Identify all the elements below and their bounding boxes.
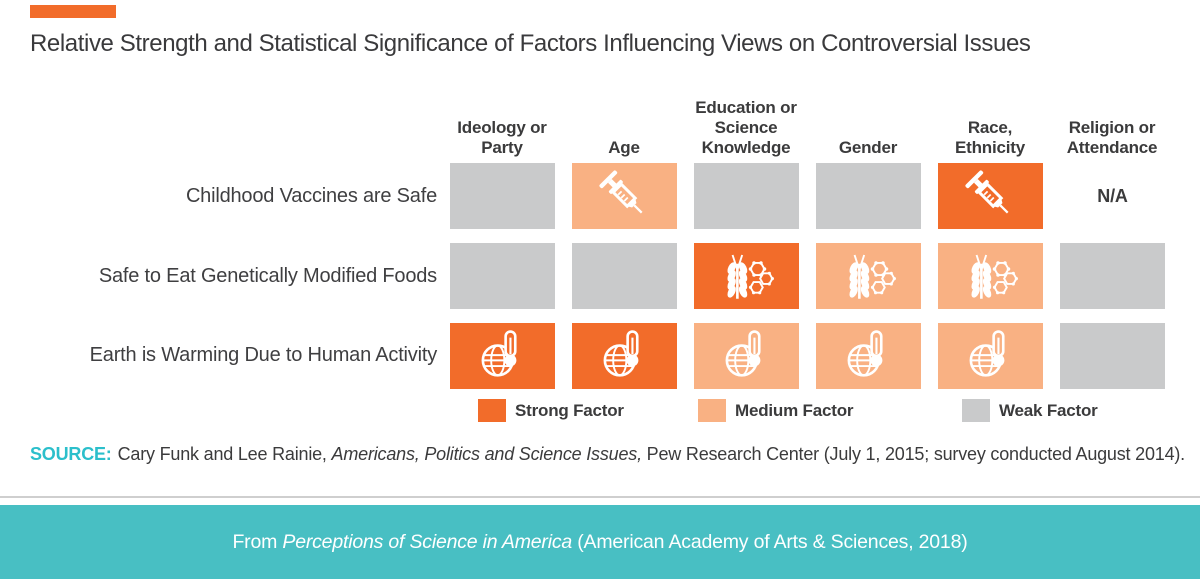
matrix-cell (816, 243, 921, 309)
matrix-cell (694, 323, 799, 389)
wheat-molecule-icon (841, 248, 897, 304)
legend-label: Medium Factor (735, 401, 854, 420)
legend-swatch-weak (962, 399, 990, 422)
matrix-grid: N/A (450, 163, 1165, 389)
source-text-end: Pew Research Center (July 1, 2015; surve… (641, 444, 1186, 464)
column-header-race: Race, Ethnicity (955, 118, 1025, 157)
matrix-cell (816, 323, 921, 389)
matrix-cell (1060, 243, 1165, 309)
matrix-cell (694, 243, 799, 309)
legend-item-weak: Weak Factor (962, 399, 1098, 422)
column-header-ideology: Ideology or Party (457, 118, 547, 157)
legend-swatch-strong (478, 399, 506, 422)
globe-thermometer-icon (963, 328, 1019, 384)
column-header-gender: Gender (838, 138, 898, 157)
footer-bar: From Perceptions of Science in America (… (0, 505, 1200, 579)
wheat-molecule-icon (963, 248, 1019, 304)
footer-text-end: (American Academy of Arts & Sciences, 20… (572, 530, 968, 553)
source-label: SOURCE: (30, 444, 112, 464)
column-header-religion: Religion or Attendance (1066, 118, 1158, 157)
syringe-icon (963, 168, 1019, 224)
column-header-education: Education or Science Knowledge (695, 98, 797, 157)
footer-text-start: From (232, 530, 283, 553)
legend-item-medium: Medium Factor (698, 399, 854, 422)
matrix-cell (450, 163, 555, 229)
globe-thermometer-icon (475, 328, 531, 384)
matrix-cell (938, 243, 1043, 309)
legend-item-strong: Strong Factor (478, 399, 624, 422)
matrix-cell (572, 243, 677, 309)
syringe-icon (597, 168, 653, 224)
source-text: Cary Funk and Lee Rainie, (117, 444, 332, 464)
matrix-cell (938, 163, 1043, 229)
legend-swatch-medium (698, 399, 726, 422)
footer-italic: Perceptions of Science in America (282, 530, 573, 553)
matrix-cell (1060, 323, 1165, 389)
row-label-warming: Earth is Warming Due to Human Activity (89, 344, 438, 366)
matrix-cell (938, 323, 1043, 389)
matrix-cell (694, 163, 799, 229)
matrix-cell (572, 323, 677, 389)
row-label-vaccines: Childhood Vaccines are Safe (185, 185, 437, 207)
matrix-cell (816, 163, 921, 229)
footer-text: From Perceptions of Science in America (… (232, 531, 967, 554)
wheat-molecule-icon (719, 248, 775, 304)
matrix-cell (450, 323, 555, 389)
source-line: SOURCE: Cary Funk and Lee Rainie, America… (30, 444, 1185, 465)
globe-thermometer-icon (841, 328, 897, 384)
column-header-age: Age (608, 138, 640, 157)
legend: Strong Factor Medium Factor Weak Factor (450, 399, 1165, 425)
matrix-cell (572, 163, 677, 229)
footer-divider (0, 496, 1200, 498)
source-italic: Americans, Politics and Science Issues, (331, 444, 643, 464)
globe-thermometer-icon (719, 328, 775, 384)
globe-thermometer-icon (597, 328, 653, 384)
legend-label: Strong Factor (515, 401, 624, 420)
matrix-cell (450, 243, 555, 309)
matrix-cell-na: N/A (1097, 185, 1128, 206)
chart-title: Relative Strength and Statistical Signif… (30, 30, 1031, 57)
legend-label: Weak Factor (999, 401, 1098, 420)
row-label-gmo: Safe to Eat Genetically Modified Foods (98, 265, 437, 287)
top-accent-bar (30, 5, 116, 18)
column-headers: Ideology or Party Age Education or Scien… (441, 78, 1173, 158)
